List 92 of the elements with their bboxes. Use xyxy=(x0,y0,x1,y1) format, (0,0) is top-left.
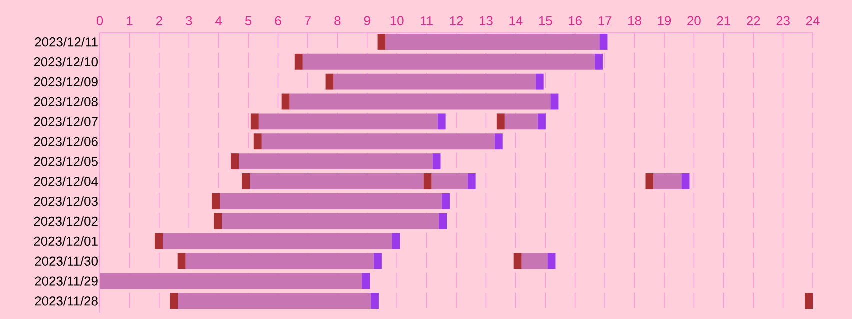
x-tick-label: 6 xyxy=(275,16,282,26)
bar xyxy=(100,273,362,290)
x-tick-label: 4 xyxy=(216,16,222,26)
bar xyxy=(386,34,600,50)
x-tick-label: 9 xyxy=(364,16,370,26)
x-tick-label: 13 xyxy=(480,16,493,26)
x-tick-label: 17 xyxy=(598,16,612,26)
bar xyxy=(496,114,505,130)
bar xyxy=(294,54,303,70)
x-tick-label: 0 xyxy=(96,16,104,26)
y-tick-label: 2023/12/05 xyxy=(34,156,98,166)
bar xyxy=(548,253,556,270)
bar xyxy=(438,114,446,130)
x-tick-label: 21 xyxy=(717,16,730,26)
x-tick-label: 20 xyxy=(688,16,701,26)
x-tick-label: 24 xyxy=(806,16,820,26)
bar xyxy=(250,114,259,130)
bar xyxy=(438,213,447,230)
bar xyxy=(432,174,468,190)
bar xyxy=(254,134,262,150)
bar xyxy=(522,253,548,270)
y-tick-label: 2023/12/07 xyxy=(34,116,98,126)
bar xyxy=(214,213,222,230)
bar xyxy=(600,34,608,50)
bar xyxy=(262,134,495,150)
bar xyxy=(494,134,503,150)
bar xyxy=(220,193,442,210)
bar xyxy=(178,293,371,310)
bar xyxy=(154,233,163,250)
bar xyxy=(302,54,595,70)
bar xyxy=(432,154,441,170)
y-tick-label: 2023/11/28 xyxy=(35,296,98,306)
y-tick-label: 2023/12/10 xyxy=(34,57,98,67)
x-tick-label: 11 xyxy=(421,16,433,26)
bar xyxy=(504,114,538,130)
bar xyxy=(550,94,559,110)
y-tick-label: 2023/11/29 xyxy=(35,276,98,286)
bar xyxy=(378,34,386,50)
y-tick-label: 2023/12/11 xyxy=(35,37,98,47)
x-tick-label: 12 xyxy=(450,16,464,26)
bar xyxy=(326,74,334,90)
bar xyxy=(242,174,250,190)
bar xyxy=(594,54,603,70)
bar xyxy=(682,174,690,190)
bar xyxy=(374,253,382,270)
bar xyxy=(538,114,546,130)
bar xyxy=(170,293,178,310)
y-tick-label: 2023/12/09 xyxy=(34,77,98,87)
y-tick-label: 2023/12/08 xyxy=(34,96,98,107)
x-tick-label: 2 xyxy=(156,16,162,26)
x-tick-label: 15 xyxy=(539,16,552,26)
x-tick-label: 7 xyxy=(305,16,311,26)
bar xyxy=(178,253,186,270)
x-tick-label: 18 xyxy=(628,16,642,26)
y-tick-label: 2023/12/04 xyxy=(34,176,98,186)
bar xyxy=(646,174,654,190)
bar xyxy=(468,174,476,190)
x-tick-label: 19 xyxy=(658,16,672,26)
bar xyxy=(231,154,240,170)
bar xyxy=(392,233,400,250)
bar xyxy=(424,174,432,190)
x-tick-label: 16 xyxy=(569,16,582,26)
bar xyxy=(222,213,439,230)
x-tick-label: 23 xyxy=(776,16,790,26)
x-tick-label: 10 xyxy=(390,16,404,26)
bar xyxy=(250,174,424,190)
x-tick-label: 3 xyxy=(186,16,192,26)
bar xyxy=(804,293,814,310)
y-tick-label: 2023/12/01 xyxy=(34,236,98,246)
bar xyxy=(282,94,290,110)
bar xyxy=(186,253,374,270)
bar xyxy=(212,193,220,210)
bar xyxy=(362,273,370,290)
bar xyxy=(654,174,682,190)
bar xyxy=(370,293,379,310)
bar xyxy=(442,193,450,210)
bar xyxy=(290,94,551,110)
bar xyxy=(334,74,536,90)
y-tick-label: 2023/12/06 xyxy=(34,136,98,146)
x-tick-label: 1 xyxy=(127,16,133,26)
y-tick-label: 2023/12/03 xyxy=(34,196,98,206)
y-tick-label: 2023/12/02 xyxy=(34,216,98,226)
y-tick-label: 2023/11/30 xyxy=(35,256,98,266)
x-tick-label: 14 xyxy=(510,16,523,26)
x-tick-label: 5 xyxy=(245,16,252,26)
bar xyxy=(514,253,522,270)
bar xyxy=(239,154,433,170)
bar xyxy=(536,74,544,90)
x-tick-label: 22 xyxy=(747,16,760,26)
bar xyxy=(162,233,392,250)
bar xyxy=(258,114,438,130)
x-tick-label: 8 xyxy=(334,16,341,26)
